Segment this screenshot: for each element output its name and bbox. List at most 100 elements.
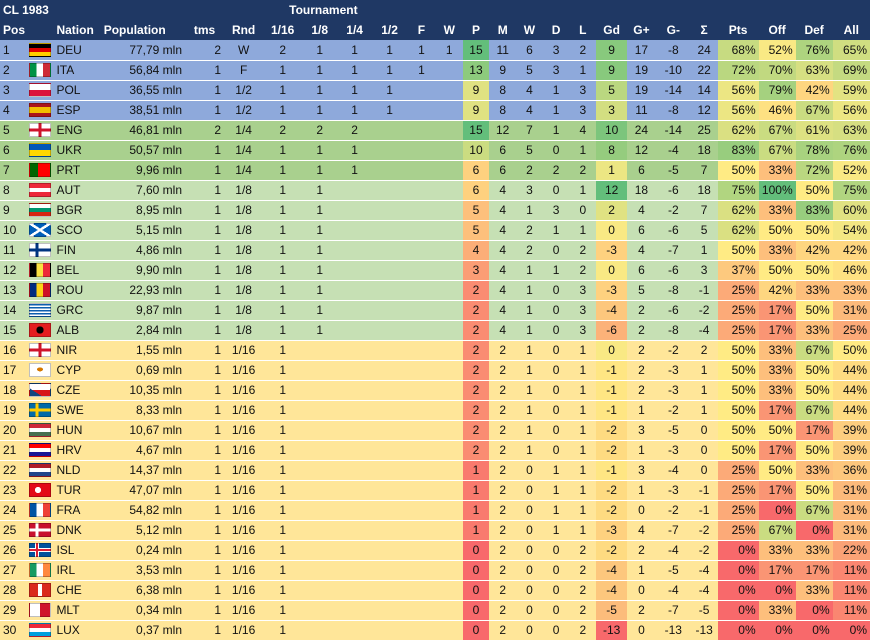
cell-r4 [337,180,373,201]
cell-sigma: 3 [690,260,718,281]
header-row: Pos Nation Population tms Rnd 1/16 1/8 1/4 1/2 F W… [0,20,870,40]
cell-round: 1/8 [224,200,264,221]
cell-draws: 0 [542,300,570,321]
cell-off-pct: 17% [758,440,796,461]
cell-winner [435,220,463,241]
cell-r8 [302,380,338,401]
table-row: 17 CYP 0,69 mln 1 1/16 1 2 2 1 0 1 -1 2 -3 1 50% 33% 50% 4… [0,360,870,381]
cell-population: 36,55 mln [100,80,186,101]
cell-goals-against: -6 [655,180,691,201]
cell-winner [435,100,463,121]
cell-points: 0 [462,620,490,641]
cell-nation: POL [53,80,101,101]
cell-all-pct: 11% [832,560,870,581]
cell-wins: 0 [516,620,543,641]
cell-winner [435,560,463,581]
flag-cell [26,240,54,261]
cell-off-pct: 33% [758,340,796,361]
cell-goals-against: -4 [655,460,691,481]
cell-goals-against: -3 [655,480,691,501]
cell-goals-against: -2 [655,400,691,421]
cell-r4 [337,580,373,601]
cell-off-pct: 0% [758,580,796,601]
cell-round: 1/16 [224,340,264,361]
cell-round: 1/16 [224,480,264,501]
cell-r2 [372,160,408,181]
cell-pts-pct: 50% [717,400,759,421]
cell-losses: 1 [569,460,597,481]
cell-matches: 4 [489,200,517,221]
cell-all-pct: 44% [832,360,870,381]
cell-r4 [337,420,373,441]
cell-all-pct: 50% [832,340,870,361]
table-row: 24 FRA 54,82 mln 1 1/16 1 1 2 0 1 1 -2 0 -2 -1 25% 0% 67%… [0,500,870,521]
cell-matches: 2 [489,560,517,581]
cell-def-pct: 33% [795,320,833,341]
flag-cell [26,480,54,501]
cell-goals-for: 18 [627,180,656,201]
cell-round: 1/8 [224,180,264,201]
cell-def-pct: 33% [795,540,833,561]
nld-flag-icon [29,463,52,478]
flag-cell [26,100,54,121]
cell-goals-for: 6 [627,160,656,181]
cell-off-pct: 0% [758,500,796,521]
cell-r8: 1 [302,200,338,221]
cell-tms: 1 [185,560,225,581]
bel-flag-icon [29,263,52,278]
cell-pts-pct: 72% [717,60,759,81]
cell-winner [435,440,463,461]
cell-r2 [372,540,408,561]
header-r8: 1/8 [311,23,329,37]
cell-def-pct: 17% [795,420,833,441]
cell-wins: 0 [516,600,543,621]
cell-goals-for: 4 [627,240,656,261]
cell-r16: 1 [263,400,303,421]
cell-r8 [302,520,338,541]
cell-goals-against: -2 [655,200,691,221]
cell-points: 2 [462,280,490,301]
header-wins: W [523,23,536,37]
cell-draws: 3 [542,200,570,221]
cell-losses: 1 [569,440,597,461]
cell-r2 [372,600,408,621]
cell-sigma: -1 [690,480,718,501]
cell-goals-for: 0 [627,620,656,641]
cell-tms: 1 [185,400,225,421]
che-flag-icon [29,583,52,598]
cell-sigma: 22 [690,60,718,81]
cell-population: 2,84 mln [100,320,186,341]
cell-sigma: 1 [690,380,718,401]
cell-nation: CYP [53,360,101,381]
cell-wins: 1 [516,420,543,441]
cell-r16: 1 [263,440,303,461]
cell-pos: 2 [0,60,27,81]
cell-losses: 2 [569,40,597,61]
cell-final [407,320,436,341]
cell-tms: 1 [185,160,225,181]
cell-r4: 1 [337,60,373,81]
cell-winner [435,320,463,341]
mlt-flag-icon [29,603,52,618]
cell-all-pct: 54% [832,220,870,241]
cell-r8: 1 [302,220,338,241]
flag-cell [26,580,54,601]
cell-r4 [337,480,373,501]
header-flag [27,20,54,40]
cell-pos: 17 [0,360,27,381]
cell-round: 1/8 [224,220,264,241]
flag-cell [26,460,54,481]
cell-sigma: 24 [690,40,718,61]
cell-all-pct: 59% [832,80,870,101]
header-m: M [497,23,508,37]
cell-matches: 4 [489,320,517,341]
cell-sigma: 25 [690,120,718,141]
flag-cell [26,280,54,301]
cell-r8: 1 [302,80,338,101]
header-f: F [417,23,426,37]
cell-r4 [337,560,373,581]
cell-tms: 2 [185,120,225,141]
cell-sigma: 14 [690,80,718,101]
cell-matches: 2 [489,500,517,521]
sco-flag-icon [29,223,52,238]
